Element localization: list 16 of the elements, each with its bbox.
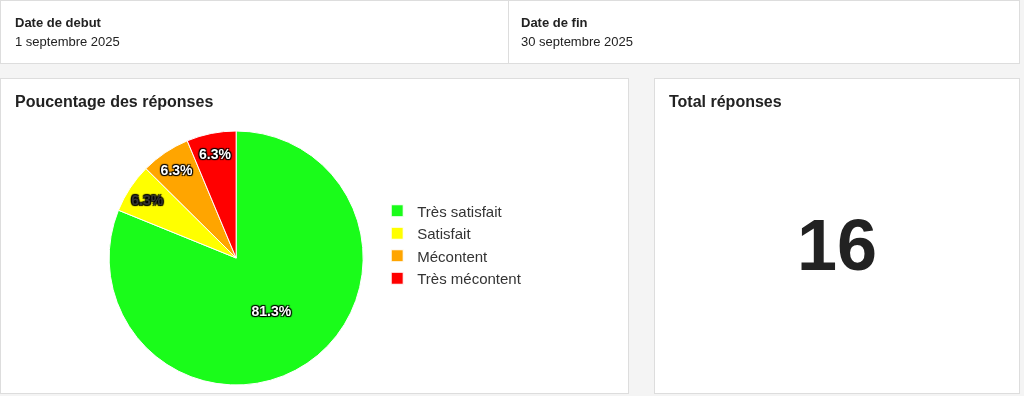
- text: 30 septembre 2025: [521, 34, 634, 49]
- text: 16: [795, 204, 879, 286]
- legend-label: Très mécontent: [417, 270, 522, 288]
- text: 1 septembre 2025: [15, 34, 120, 49]
- text: Date de fin: [521, 15, 589, 30]
- legend-label: Très satisfait: [417, 202, 503, 220]
- pie-slice: [108, 130, 364, 386]
- text: Date de debut: [15, 15, 102, 30]
- legend-label: Satisfait: [417, 225, 472, 243]
- data-label: 6.3%: [199, 145, 232, 162]
- legend-label: Mécontent: [417, 247, 489, 265]
- data-label: 6.3%: [160, 161, 194, 178]
- text: Total réponses: [669, 93, 782, 111]
- data-label: 81.3%: [251, 302, 292, 319]
- data-label: 6.3%: [131, 191, 164, 208]
- chart-title: Poucentage des réponses: [15, 93, 214, 111]
